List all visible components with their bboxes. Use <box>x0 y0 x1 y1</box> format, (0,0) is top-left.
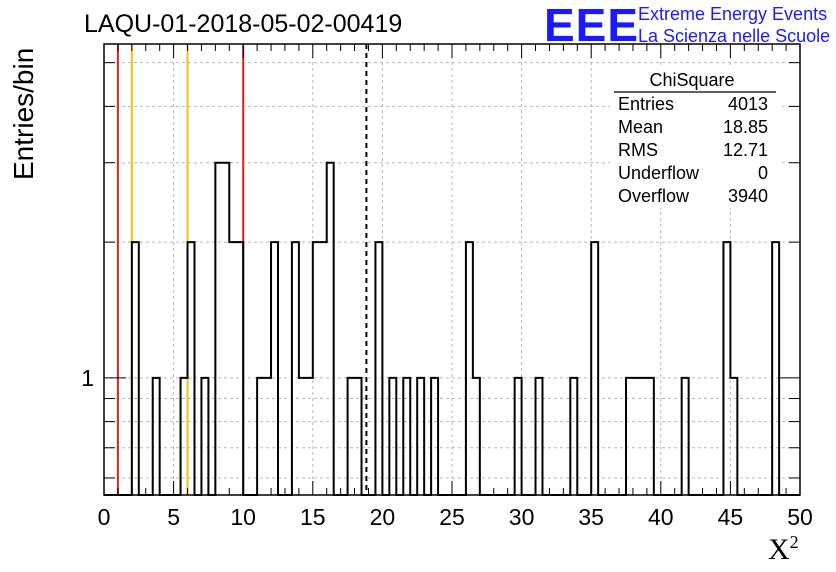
x-tick-label: 10 <box>230 504 256 530</box>
chart-title: LAQU-01-2018-05-02-00419 <box>84 10 403 38</box>
stats-box: ChiSquare Entries 4013 Mean 18.85 RMS 12.71 Und… <box>610 68 780 208</box>
x-tick-label: 0 <box>98 504 111 530</box>
stats-value: 18.85 <box>723 117 768 137</box>
x-tick-label: 15 <box>300 504 326 530</box>
eee-logo: EEE <box>544 0 640 51</box>
stats-value: 4013 <box>728 94 768 114</box>
stats-label: RMS <box>618 140 658 160</box>
stats-label: Mean <box>618 117 663 137</box>
stats-label: Overflow <box>618 186 690 206</box>
x-tick-label: 20 <box>370 504 396 530</box>
stats-label: Underflow <box>618 163 700 183</box>
stats-value: 0 <box>758 163 768 183</box>
stats-value: 3940 <box>728 186 768 206</box>
x-tick-label: 40 <box>648 504 674 530</box>
x-tick-label: 35 <box>578 504 604 530</box>
x-tick-label: 45 <box>718 504 744 530</box>
x-tick-label: 25 <box>439 504 465 530</box>
stats-title: ChiSquare <box>649 70 734 90</box>
axes: 0 5 10 15 20 25 30 35 40 45 50 1 <box>81 43 813 530</box>
y-tick-label: 1 <box>81 365 94 391</box>
x-tick-label: 50 <box>787 504 813 530</box>
stats-label: Entries <box>618 94 674 114</box>
x-tick-label: 30 <box>509 504 535 530</box>
stats-value: 12.71 <box>723 140 768 160</box>
marker-lines <box>116 44 368 495</box>
grid <box>104 44 800 495</box>
logo-line-1: Extreme Energy Events <box>638 4 828 24</box>
x-tick-label: 5 <box>167 504 180 530</box>
stats-box-bg <box>610 68 780 208</box>
x-axis-label: X2 <box>768 532 799 566</box>
logo-line-2: La Scienza nelle Scuole <box>638 26 831 46</box>
